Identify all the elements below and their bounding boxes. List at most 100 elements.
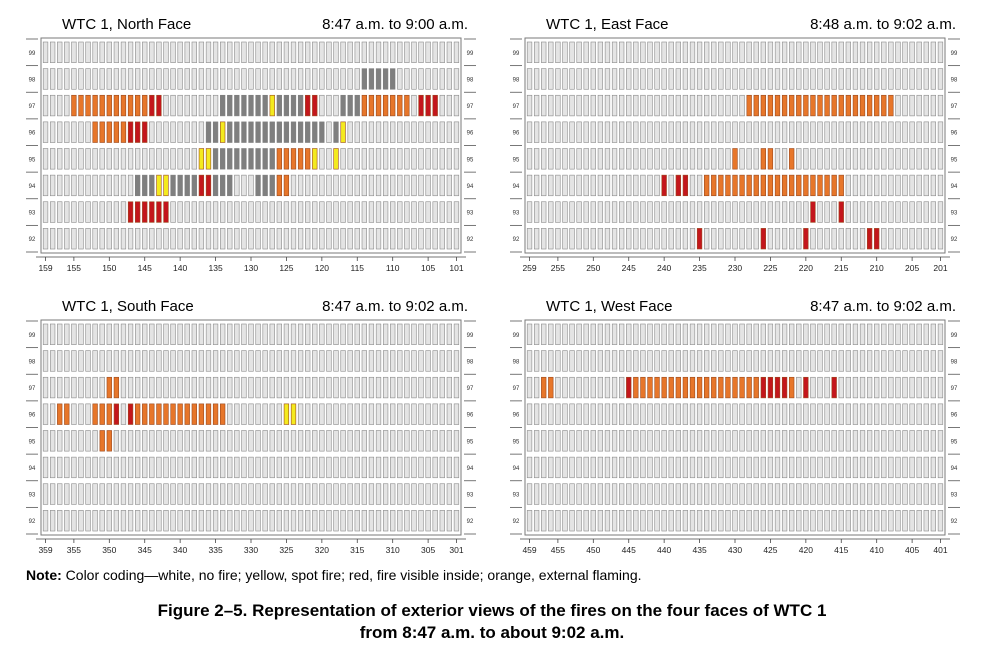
window-cell — [711, 121, 717, 143]
grid-frame — [524, 319, 946, 536]
window-cell — [619, 430, 625, 452]
window-cell — [718, 201, 724, 223]
window-cell — [368, 510, 375, 532]
window-cell — [149, 510, 155, 532]
window-cell — [874, 148, 880, 170]
window-damaged — [255, 121, 261, 143]
window-cell — [432, 148, 438, 170]
window-cell — [227, 201, 233, 223]
window-cell — [198, 376, 205, 399]
window-external-flaming — [739, 376, 745, 399]
window-cell — [404, 350, 410, 372]
window-cell — [368, 201, 375, 223]
window-cell — [633, 323, 639, 345]
window-cell — [576, 376, 582, 399]
window-cell — [397, 456, 403, 479]
window-external-flaming — [753, 94, 759, 117]
window-cell — [774, 510, 781, 532]
window-cell — [711, 430, 717, 452]
window-cell — [831, 68, 837, 90]
window-cell — [290, 510, 297, 532]
window-cell — [909, 68, 915, 90]
window-cell — [583, 228, 589, 250]
window-cell — [198, 350, 205, 372]
window-cell — [817, 41, 823, 63]
window-cell — [404, 510, 410, 532]
window-cell — [177, 350, 183, 372]
window-cell — [548, 174, 554, 197]
window-cell — [198, 201, 205, 223]
window-cell — [838, 376, 844, 399]
window-cell — [326, 403, 332, 425]
window-cell — [227, 350, 233, 372]
window-cell — [739, 201, 745, 223]
window-cell — [541, 228, 547, 250]
window-cell — [633, 403, 639, 425]
window-cell — [682, 430, 689, 452]
window-damaged — [170, 174, 176, 197]
window-cell — [831, 148, 837, 170]
window-cell — [446, 68, 453, 90]
window-cell — [64, 228, 70, 250]
window-external-flaming — [711, 174, 717, 197]
x-tick-label: 105 — [421, 263, 435, 273]
window-cell — [297, 376, 304, 399]
window-cell — [739, 94, 745, 117]
window-cell — [789, 403, 795, 425]
window-cell — [668, 456, 674, 479]
window-cell — [753, 510, 759, 532]
window-cell — [590, 403, 596, 425]
window-cell — [64, 376, 70, 399]
window-cell — [874, 483, 880, 505]
x-tick-label: 450 — [586, 545, 600, 555]
window-cell — [49, 403, 56, 425]
window-cell — [269, 228, 275, 250]
window-cell — [191, 148, 197, 170]
window-cell — [135, 483, 141, 505]
window-cell — [590, 228, 596, 250]
window-cell — [177, 430, 183, 452]
window-cell — [241, 403, 247, 425]
window-cell — [340, 403, 346, 425]
window-cell — [404, 174, 410, 197]
window-cell — [283, 456, 290, 479]
window-cell — [569, 456, 575, 479]
window-cell — [611, 41, 618, 63]
window-cell — [397, 68, 403, 90]
window-cell — [739, 68, 745, 90]
window-cell — [725, 510, 731, 532]
window-cell — [916, 323, 922, 345]
window-cell — [888, 350, 894, 372]
window-cell — [78, 228, 84, 250]
window-cell — [647, 323, 653, 345]
window-cell — [411, 228, 417, 250]
window-external-flaming — [661, 376, 667, 399]
window-damaged — [149, 174, 155, 197]
window-external-flaming — [732, 376, 738, 399]
window-cell — [562, 174, 568, 197]
window-cell — [432, 403, 438, 425]
window-cell — [163, 323, 169, 345]
window-cell — [241, 68, 247, 90]
x-tick-label: 350 — [102, 545, 116, 555]
window-cell — [548, 430, 554, 452]
window-fire-inside — [866, 228, 873, 250]
window-cell — [290, 456, 297, 479]
window-cell — [340, 510, 346, 532]
window-cell — [661, 510, 667, 532]
window-cell — [64, 510, 70, 532]
window-cell — [732, 430, 738, 452]
window-cell — [135, 510, 141, 532]
window-damaged — [212, 121, 219, 143]
window-cell — [269, 376, 275, 399]
window-cell — [241, 483, 247, 505]
floor-label: 92 — [29, 519, 36, 525]
window-damaged — [248, 94, 254, 117]
window-cell — [397, 148, 403, 170]
chart-north-face: WTC 1, North Face 8:47 a.m. to 9:00 a.m.… — [20, 12, 482, 282]
window-external-flaming — [71, 94, 77, 117]
window-cell — [852, 121, 859, 143]
window-cell — [368, 350, 375, 372]
window-cell — [297, 510, 304, 532]
window-cell — [845, 228, 851, 250]
